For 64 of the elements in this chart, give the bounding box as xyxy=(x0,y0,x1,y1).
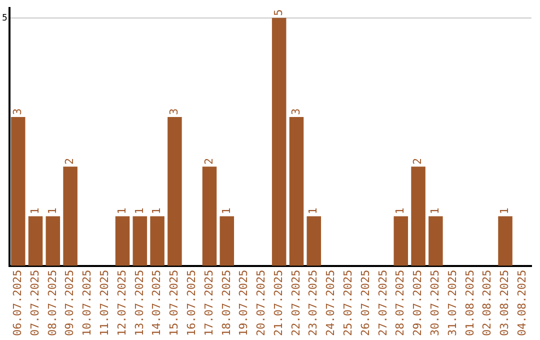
data-label: 1 xyxy=(306,208,320,214)
x-tick-label: 19.07.2025 xyxy=(237,270,250,336)
x-tick-label: 28.07.2025 xyxy=(394,270,407,336)
x-tick-label: 09.07.2025 xyxy=(63,270,76,336)
data-label: 2 xyxy=(202,158,216,165)
bar xyxy=(428,216,443,266)
x-tick-label: 18.07.2025 xyxy=(220,270,233,336)
bar xyxy=(46,216,60,266)
bar xyxy=(132,216,148,266)
bar xyxy=(498,216,512,266)
data-label: 1 xyxy=(132,208,146,214)
data-label: 5 xyxy=(272,9,285,16)
data-label: 3 xyxy=(168,108,181,116)
x-tick-label: 20.07.2025 xyxy=(254,270,268,336)
x-tick-label: 12.07.2025 xyxy=(115,270,128,336)
x-tick-label: 31.07.2025 xyxy=(446,270,459,336)
x-tick-label: 07.07.2025 xyxy=(28,270,42,336)
x-tick-label: 08.07.2025 xyxy=(46,270,59,336)
data-label: 1 xyxy=(115,208,128,214)
x-tick-label: 21.07.2025 xyxy=(272,270,285,336)
bar xyxy=(411,166,426,266)
data-label: 1 xyxy=(220,208,233,214)
x-tick-label: 11.07.2025 xyxy=(98,270,111,336)
data-label: 1 xyxy=(46,208,59,214)
bar xyxy=(28,216,43,266)
x-tick-label: 02.08.2025 xyxy=(480,270,494,336)
x-tick-label: 04.08.2025 xyxy=(516,270,529,336)
x-tick-label: 06.07.2025 xyxy=(10,270,24,336)
x-tick-label: 24.07.2025 xyxy=(324,270,338,336)
data-label: 1 xyxy=(428,208,442,214)
data-label: 1 xyxy=(498,208,512,214)
data-label: 2 xyxy=(411,158,424,165)
x-tick-label: 14.07.2025 xyxy=(150,270,164,336)
bar xyxy=(115,216,130,266)
data-label: 2 xyxy=(63,158,76,165)
x-tick-label: 27.07.2025 xyxy=(376,270,390,336)
bar xyxy=(168,117,182,266)
data-label: 3 xyxy=(289,108,302,116)
x-tick-label: 10.07.2025 xyxy=(80,270,94,336)
bar xyxy=(289,117,304,266)
x-tick-label: 17.07.2025 xyxy=(202,270,216,336)
bar xyxy=(150,216,164,266)
data-label: 1 xyxy=(150,208,164,214)
x-tick-label: 15.07.2025 xyxy=(168,270,181,336)
data-label: 1 xyxy=(394,208,407,214)
bar xyxy=(394,216,408,266)
data-label: 1 xyxy=(28,208,42,214)
x-tick-label: 25.07.2025 xyxy=(342,270,355,336)
bar xyxy=(63,166,78,266)
x-tick-label: 03.08.2025 xyxy=(498,270,512,336)
x-tick-label: 23.07.2025 xyxy=(306,270,320,336)
x-tick-label: 26.07.2025 xyxy=(358,270,372,336)
bar xyxy=(202,166,217,266)
bar xyxy=(220,216,234,266)
x-tick-label: 16.07.2025 xyxy=(184,270,198,336)
x-tick-label: 01.08.2025 xyxy=(463,270,476,336)
bar xyxy=(272,18,286,266)
x-tick-label: 30.07.2025 xyxy=(428,270,442,336)
x-tick-label: 13.07.2025 xyxy=(132,270,146,336)
bar xyxy=(306,216,322,266)
bar xyxy=(10,117,26,266)
x-tick-label: 22.07.2025 xyxy=(289,270,302,336)
x-tick-label: 29.07.2025 xyxy=(411,270,424,336)
data-label: 3 xyxy=(10,108,24,116)
